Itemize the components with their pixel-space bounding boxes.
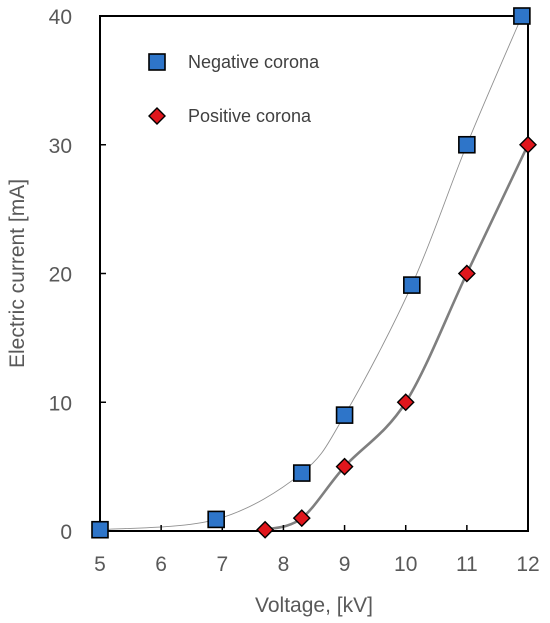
legend-marker-positive-corona: [148, 107, 166, 125]
y-axis-title: Electric current [mA]: [6, 179, 29, 368]
x-tick-label: 10: [394, 553, 417, 576]
y-tick-label: 0: [60, 521, 72, 544]
x-tick-label: 5: [94, 553, 106, 576]
data-point-positive-corona: [292, 509, 311, 528]
legend: Negative corona Positive corona: [148, 52, 320, 126]
data-point-positive-corona: [256, 520, 275, 539]
y-tick-label: 40: [49, 6, 72, 29]
legend-label-negative-corona: Negative corona: [188, 52, 320, 72]
legend-label-positive-corona: Positive corona: [188, 106, 312, 126]
y-tick-label: 30: [49, 135, 72, 158]
x-tick-label: 11: [456, 553, 478, 576]
x-tick-label: 12: [516, 553, 539, 576]
x-tick-label: 6: [155, 553, 167, 576]
data-point-negative-corona: [403, 276, 421, 294]
data-point-negative-corona: [207, 510, 225, 529]
legend-marker-negative-corona: [148, 53, 166, 71]
data-point-negative-corona: [335, 406, 354, 424]
data-point-negative-corona: [458, 135, 476, 154]
data-point-positive-corona: [457, 264, 476, 283]
data-point-positive-corona: [519, 135, 537, 154]
data-points: [91, 7, 537, 539]
data-point-negative-corona: [513, 7, 531, 25]
x-axis-title: Voltage, [kV]: [255, 594, 373, 617]
data-point-positive-corona: [335, 457, 354, 476]
x-tick-label: 9: [339, 553, 351, 576]
data-point-negative-corona: [292, 464, 311, 482]
data-point-negative-corona: [91, 520, 109, 539]
x-tick-label: 7: [216, 553, 228, 576]
x-tick-label: 8: [278, 553, 290, 576]
y-tick-label: 10: [49, 392, 72, 415]
axis-ticks: 5 6 7 8 9 10 11 12 0 10 20 30 40: [49, 6, 540, 576]
y-tick-label: 20: [49, 264, 72, 287]
data-point-positive-corona: [396, 393, 415, 412]
